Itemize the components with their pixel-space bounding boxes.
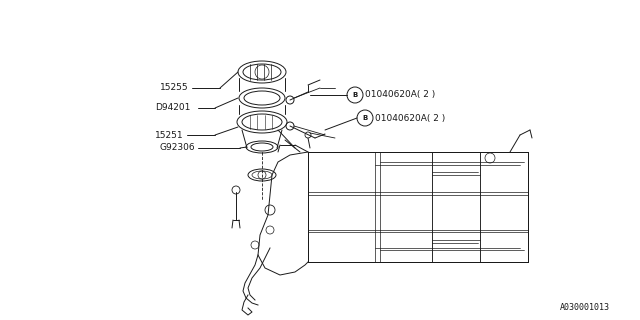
Text: 15255: 15255	[160, 84, 189, 92]
Text: A030001013: A030001013	[560, 303, 610, 312]
Text: B: B	[362, 115, 367, 121]
Text: 01040620A( 2 ): 01040620A( 2 )	[375, 114, 445, 123]
Text: 15251: 15251	[155, 131, 184, 140]
Text: G92306: G92306	[160, 143, 196, 153]
Text: B: B	[353, 92, 358, 98]
Text: D94201: D94201	[155, 103, 190, 113]
Text: 01040620A( 2 ): 01040620A( 2 )	[365, 91, 435, 100]
